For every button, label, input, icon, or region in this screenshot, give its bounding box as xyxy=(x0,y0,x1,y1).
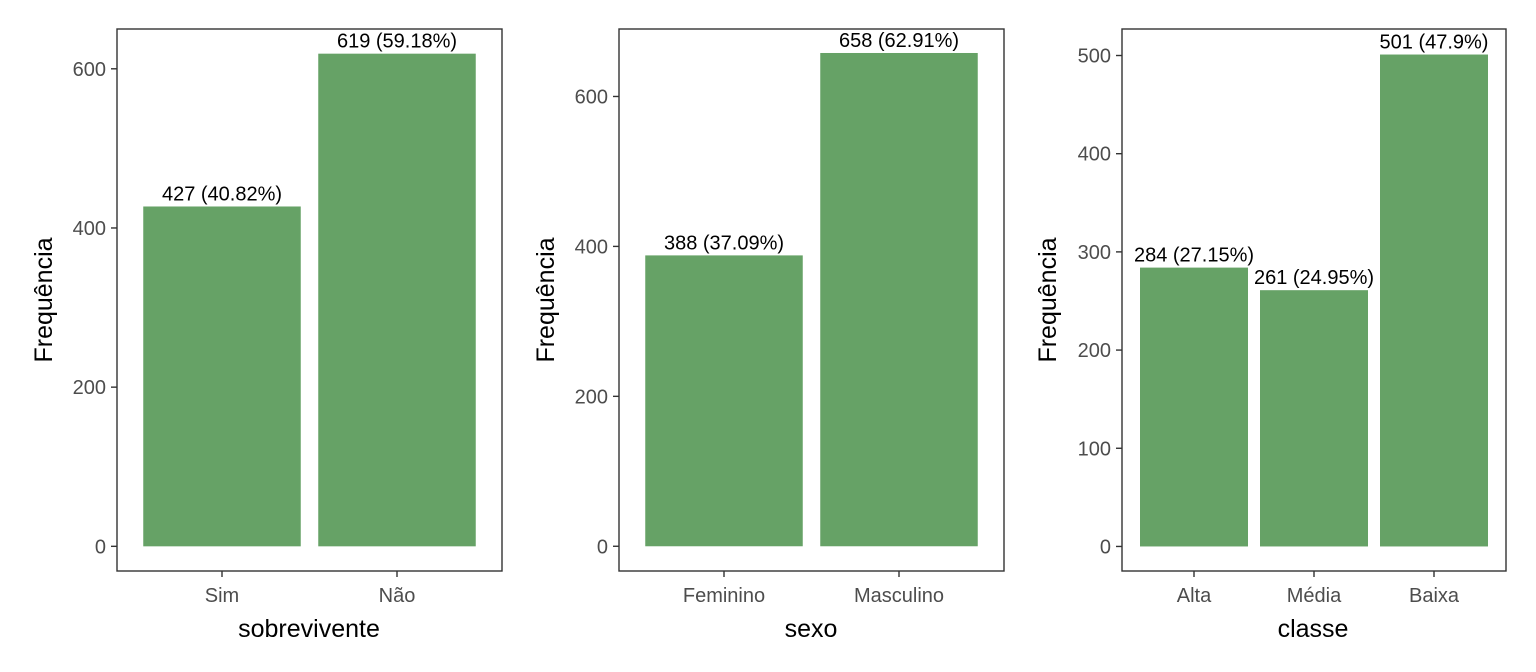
bar-feminino xyxy=(645,255,803,547)
panel-border xyxy=(618,28,1005,572)
bar-alta xyxy=(1140,267,1248,547)
y-tick-label: 300 xyxy=(1078,242,1111,264)
bar-data-label: 501 (47.9%) xyxy=(1380,32,1489,54)
bar-data-label: 388 (37.09%) xyxy=(664,232,784,254)
y-axis-title: Frequência xyxy=(532,237,560,362)
x-tick-label: Média xyxy=(1287,585,1342,607)
y-tick-label: 400 xyxy=(73,218,106,240)
bar-data-label: 261 (24.95%) xyxy=(1254,267,1374,289)
x-tick-label: Alta xyxy=(1177,585,1212,607)
y-tick-label: 0 xyxy=(597,536,608,558)
bar-data-label: 658 (62.91%) xyxy=(839,30,959,52)
x-tick-label: Feminino xyxy=(683,585,765,607)
bar-masculino xyxy=(820,52,978,547)
bar-data-label: 427 (40.82%) xyxy=(162,183,282,205)
x-tick-label: Baixa xyxy=(1409,585,1460,607)
y-tick-label: 400 xyxy=(575,236,608,258)
y-tick-label: 200 xyxy=(73,377,106,399)
y-axis-title: Frequência xyxy=(1034,237,1062,362)
x-tick-label: Masculino xyxy=(854,585,944,607)
bar-data-label: 619 (59.18%) xyxy=(337,31,457,53)
y-tick-label: 200 xyxy=(1078,340,1111,362)
bar-não xyxy=(318,53,476,547)
y-tick-label: 0 xyxy=(1100,536,1111,558)
panel-border xyxy=(116,28,503,572)
x-axis-title: classe xyxy=(1278,615,1349,643)
y-tick-label: 600 xyxy=(73,59,106,81)
x-axis-title: sobrevivente xyxy=(238,615,380,643)
y-tick-label: 600 xyxy=(575,86,608,108)
y-tick-label: 400 xyxy=(1078,144,1111,166)
bar-baixa xyxy=(1380,54,1488,547)
y-tick-label: 100 xyxy=(1078,438,1111,460)
x-tick-label: Não xyxy=(379,585,416,607)
y-tick-label: 0 xyxy=(95,536,106,558)
x-axis-title: sexo xyxy=(785,615,838,643)
y-axis-title: Frequência xyxy=(30,237,58,362)
bar-sim xyxy=(143,206,301,547)
bar-média xyxy=(1260,290,1368,547)
x-tick-label: Sim xyxy=(205,585,239,607)
y-tick-label: 500 xyxy=(1078,46,1111,68)
y-tick-label: 200 xyxy=(575,386,608,408)
bar-data-label: 284 (27.15%) xyxy=(1134,245,1254,267)
